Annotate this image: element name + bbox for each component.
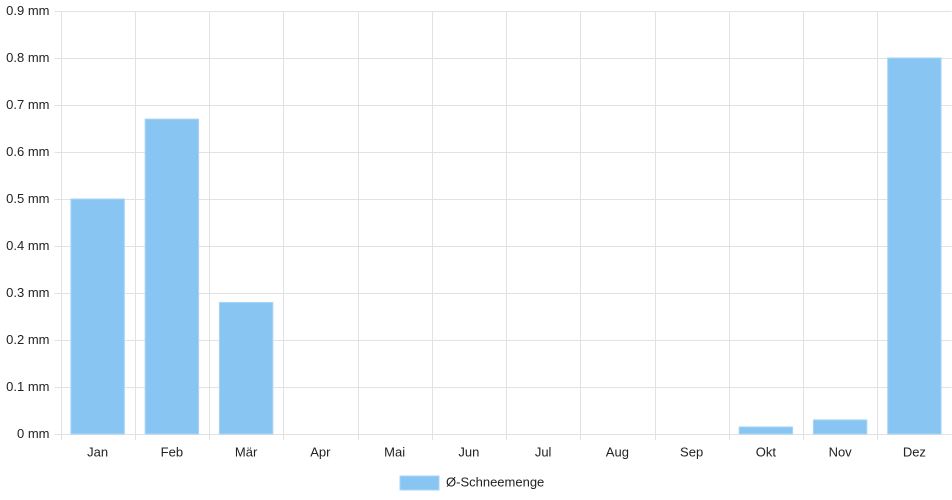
x-tick-label: Nov xyxy=(829,444,853,459)
x-tick-label: Dez xyxy=(903,444,926,459)
x-tick-label: Jul xyxy=(535,444,552,459)
y-tick-label: 0 mm xyxy=(17,426,50,441)
x-tick-label: Jan xyxy=(87,444,108,459)
legend-swatch xyxy=(399,475,440,491)
bar xyxy=(738,426,794,435)
bar xyxy=(887,57,942,435)
x-tick-label: Mai xyxy=(384,444,405,459)
y-tick-label: 0.7 mm xyxy=(6,97,49,112)
x-tick-label: Sep xyxy=(680,444,703,459)
y-tick-label: 0.3 mm xyxy=(6,285,49,300)
y-tick-label: 0.8 mm xyxy=(6,50,49,65)
y-tick-label: 0.2 mm xyxy=(6,332,49,347)
bar xyxy=(70,198,125,435)
bar xyxy=(144,118,200,435)
x-tick-label: Jun xyxy=(458,444,479,459)
x-tick-label: Aug xyxy=(606,444,629,459)
x-tick-label: Okt xyxy=(756,444,777,459)
y-tick-label: 0.4 mm xyxy=(6,238,49,253)
y-tick-label: 0.5 mm xyxy=(6,191,49,206)
y-tick-label: 0.1 mm xyxy=(6,379,49,394)
x-tick-label: Apr xyxy=(310,444,331,459)
x-tick-label: Feb xyxy=(161,444,183,459)
bar xyxy=(812,419,868,435)
x-tick-label: Mär xyxy=(235,444,258,459)
y-tick-label: 0.9 mm xyxy=(6,3,49,18)
legend-label: Ø-Schneemenge xyxy=(446,474,544,489)
y-tick-label: 0.6 mm xyxy=(6,144,49,159)
bar xyxy=(218,301,274,435)
